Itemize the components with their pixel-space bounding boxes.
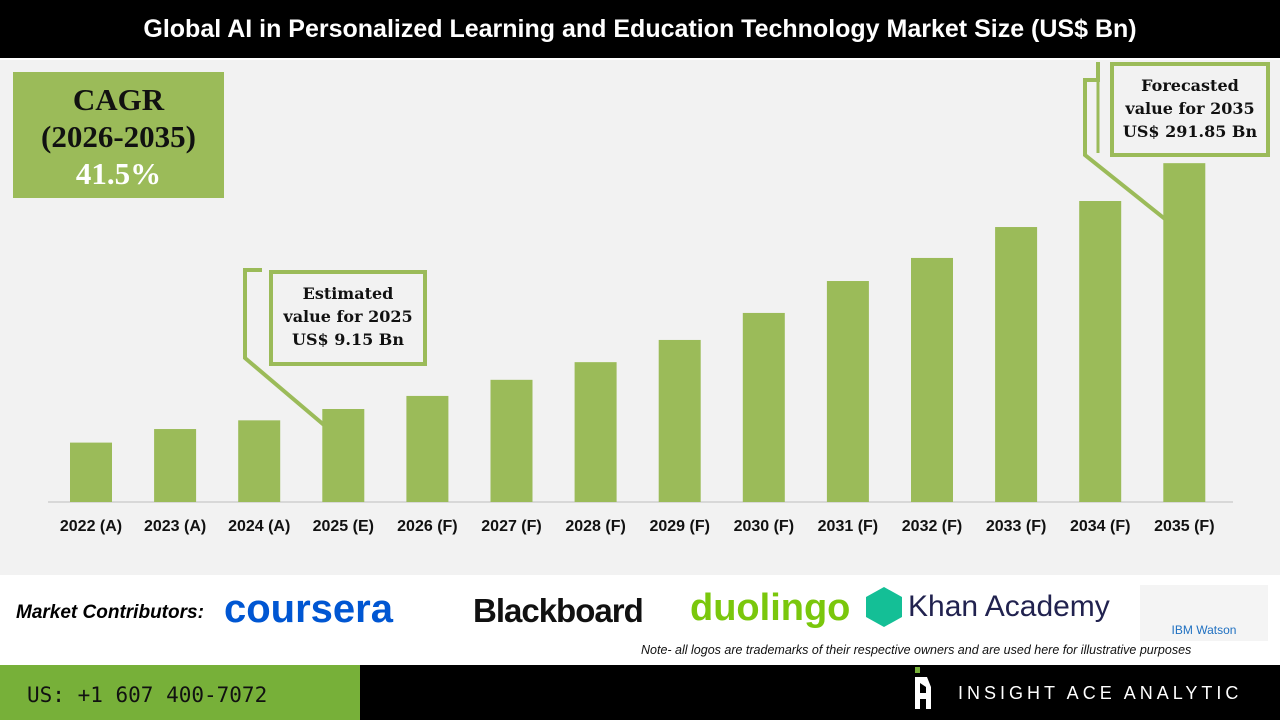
phone-number: US: +1 607 400-7072 bbox=[0, 665, 360, 720]
chart-title: Global AI in Personalized Learning and E… bbox=[0, 0, 1280, 58]
cagr-label: CAGR bbox=[72, 82, 165, 117]
contributors-section: Market Contributors: coursera Blackboard… bbox=[0, 577, 1280, 665]
blackboard-logo: Blackboard bbox=[473, 592, 644, 629]
x-tick-label: 2024 (A) bbox=[228, 518, 290, 535]
chart-area: 2022 (A) 2023 (A) 2024 (A) 2025 (E) 2026 (F)… bbox=[0, 60, 1280, 575]
khan-academy-logo: Khan Academy bbox=[908, 590, 1110, 623]
x-tick-label: 2028 (F) bbox=[565, 518, 625, 535]
bar-2028 bbox=[574, 362, 617, 502]
x-tick-label: 2035 (F) bbox=[1154, 518, 1214, 535]
bar-2024 bbox=[238, 420, 281, 502]
bar-2026 bbox=[406, 395, 449, 502]
bar-chart: 2022 (A) 2023 (A) 2024 (A) 2025 (E) 2026 (F)… bbox=[48, 62, 1233, 535]
bar-2031 bbox=[826, 281, 869, 502]
brand-name: INSIGHT ACE ANALYTIC bbox=[958, 683, 1243, 703]
x-tick-label: 2022 (A) bbox=[60, 518, 122, 535]
x-tick-label: 2025 (E) bbox=[313, 518, 374, 535]
bar-2033 bbox=[995, 227, 1038, 503]
bar-2034 bbox=[1079, 200, 1122, 502]
x-tick-label: 2023 (A) bbox=[144, 518, 206, 535]
bar-2025 bbox=[322, 409, 365, 502]
bar-2032 bbox=[911, 257, 953, 502]
coursera-logo: coursera bbox=[224, 587, 393, 631]
bar-2027 bbox=[490, 379, 533, 502]
cagr-period: (2026-2035) bbox=[41, 119, 196, 154]
x-tick-label: 2029 (F) bbox=[649, 518, 709, 535]
callout-line: value for 2035 bbox=[1125, 99, 1255, 118]
bar-2030 bbox=[742, 312, 785, 502]
x-tick-label: 2027 (F) bbox=[481, 518, 541, 535]
callout-line: Forecasted bbox=[1141, 76, 1239, 95]
callout-connector bbox=[1083, 62, 1172, 225]
bar-2035 bbox=[1163, 163, 1206, 502]
callout-connector bbox=[243, 268, 326, 427]
callout-line: Estimated bbox=[302, 284, 394, 303]
brand-logo-icon bbox=[915, 667, 931, 709]
cagr-value: 41.5% bbox=[75, 156, 162, 191]
callout-line: value for 2025 bbox=[283, 307, 413, 326]
x-tick-label: 2030 (F) bbox=[734, 518, 794, 535]
x-tick-label: 2033 (F) bbox=[986, 518, 1046, 535]
trademark-note: Note- all logos are trademarks of their … bbox=[641, 643, 1192, 657]
duolingo-logo: duolingo bbox=[690, 587, 851, 629]
contributors-label: Market Contributors: bbox=[16, 602, 204, 623]
x-tick-label: 2026 (F) bbox=[397, 518, 457, 535]
callout-2025: Estimated value for 2025 US$ 9.15 Bn bbox=[269, 270, 427, 366]
footer: US: +1 607 400-7072 INSIGHT ACE ANALYTIC bbox=[0, 665, 1280, 720]
x-tick-label: 2034 (F) bbox=[1070, 518, 1130, 535]
bar-2022 bbox=[70, 442, 112, 502]
khan-academy-icon bbox=[866, 587, 902, 627]
callout-value: US$ 9.15 Bn bbox=[292, 330, 404, 349]
bar-2023 bbox=[154, 429, 197, 502]
bar-2029 bbox=[658, 339, 701, 502]
ibm-watson-logo: IBM Watson bbox=[1140, 585, 1268, 641]
callout-2035: Forecasted value for 2035 US$ 291.85 Bn bbox=[1110, 62, 1270, 157]
x-tick-label: 2031 (F) bbox=[818, 518, 878, 535]
cagr-box: CAGR (2026-2035) 41.5% bbox=[13, 72, 224, 198]
callout-value: US$ 291.85 Bn bbox=[1122, 122, 1258, 141]
x-tick-label: 2032 (F) bbox=[902, 518, 962, 535]
